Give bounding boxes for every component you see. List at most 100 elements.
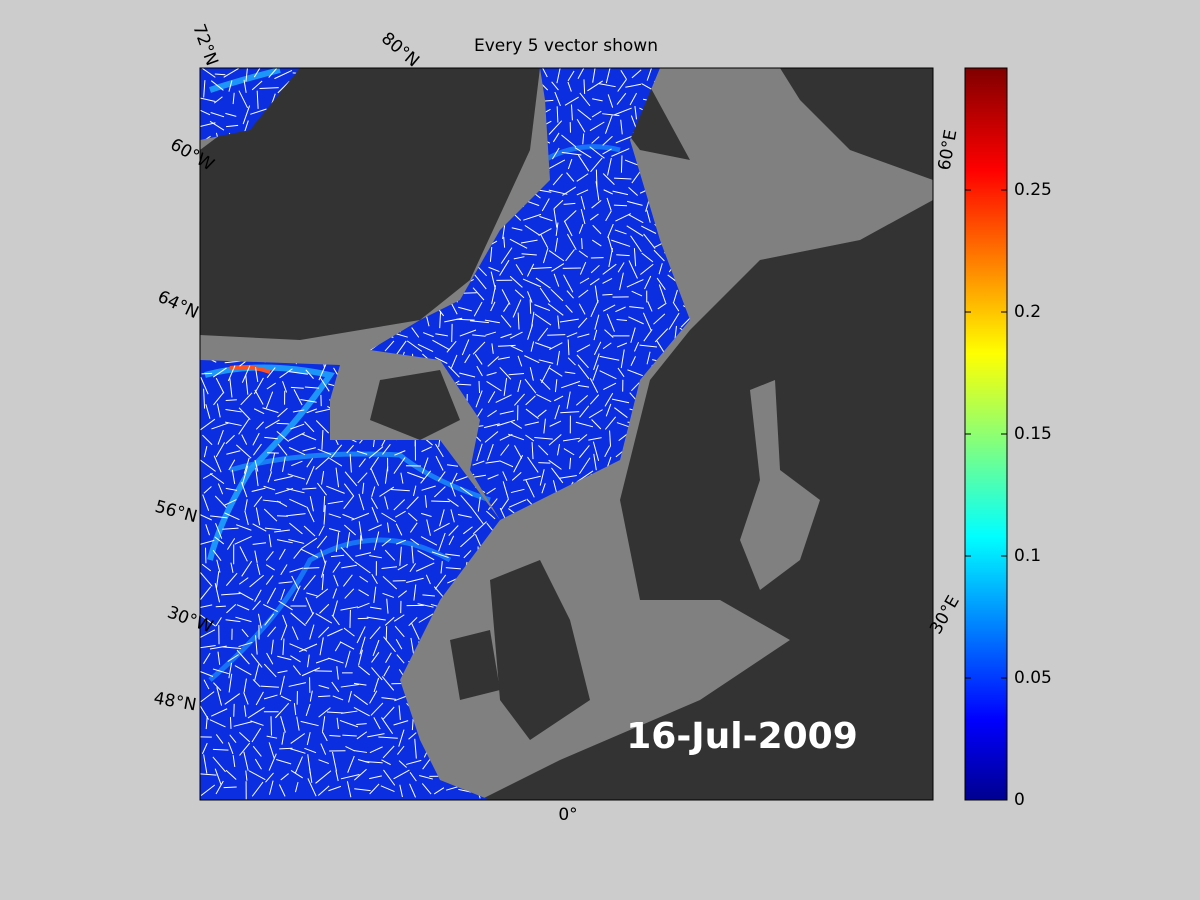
vector xyxy=(549,420,562,427)
vector xyxy=(653,313,666,325)
vector xyxy=(354,561,371,574)
vector xyxy=(451,472,458,485)
vector xyxy=(590,264,600,274)
vector xyxy=(255,421,264,430)
vector xyxy=(407,471,425,480)
vector xyxy=(356,450,368,455)
vector xyxy=(384,340,395,352)
vector xyxy=(373,586,377,604)
vector xyxy=(260,685,279,688)
vector xyxy=(602,173,615,185)
vector xyxy=(422,332,434,338)
vector xyxy=(357,472,368,484)
vector xyxy=(359,636,366,655)
vector xyxy=(200,629,216,639)
vector xyxy=(209,120,225,131)
vector xyxy=(541,68,548,78)
vector xyxy=(499,460,514,468)
vector xyxy=(369,746,383,754)
vector xyxy=(628,214,644,224)
vector xyxy=(439,509,445,527)
vector xyxy=(383,636,396,653)
vector xyxy=(309,624,315,640)
vector xyxy=(406,759,422,765)
vector xyxy=(591,199,602,209)
vector xyxy=(200,604,213,609)
vector xyxy=(576,394,589,406)
vector xyxy=(304,386,320,389)
vector xyxy=(302,487,317,490)
vector xyxy=(508,372,525,376)
vector xyxy=(579,277,590,284)
vector xyxy=(476,365,483,377)
vector xyxy=(589,213,599,221)
vector xyxy=(356,626,366,644)
vector xyxy=(535,277,551,289)
vector xyxy=(200,773,217,776)
vector xyxy=(532,266,552,269)
vector xyxy=(268,534,272,548)
vector xyxy=(463,526,473,535)
vector xyxy=(236,604,250,611)
vector xyxy=(217,429,224,445)
vector xyxy=(549,367,563,377)
vector xyxy=(383,769,396,786)
vector xyxy=(579,92,591,107)
vector xyxy=(276,539,293,544)
vector xyxy=(239,742,251,756)
vector xyxy=(255,507,261,526)
vector xyxy=(434,574,447,590)
vector xyxy=(607,157,612,176)
vector xyxy=(274,529,290,533)
vector xyxy=(327,628,343,637)
vector xyxy=(321,470,325,485)
vector xyxy=(589,278,600,286)
vector xyxy=(412,485,417,497)
vector xyxy=(534,436,553,440)
britain xyxy=(490,560,590,740)
vector xyxy=(265,575,274,585)
vector xyxy=(276,431,290,442)
vector xyxy=(576,173,589,182)
vector xyxy=(592,98,603,102)
vector xyxy=(268,742,275,759)
vector xyxy=(602,342,612,350)
vector xyxy=(631,69,642,79)
vector xyxy=(276,759,292,765)
vector xyxy=(397,590,408,598)
vector xyxy=(386,522,390,533)
vector xyxy=(254,664,260,681)
vector xyxy=(602,263,617,275)
vector xyxy=(646,68,652,81)
vector xyxy=(222,527,239,530)
vector xyxy=(309,496,314,512)
vector xyxy=(563,210,577,223)
vector xyxy=(613,177,632,180)
vector xyxy=(290,733,306,744)
vector xyxy=(517,379,522,393)
vector xyxy=(305,465,315,485)
vector xyxy=(472,287,485,301)
colorbar-tick-label: 0 xyxy=(1014,790,1025,810)
vector xyxy=(233,721,253,727)
vector xyxy=(576,344,591,353)
vector xyxy=(591,136,600,144)
vector xyxy=(244,510,249,526)
vector xyxy=(264,527,281,531)
vector xyxy=(258,613,262,629)
vector xyxy=(551,147,560,160)
vector xyxy=(656,277,666,290)
vector xyxy=(225,619,241,623)
vector xyxy=(303,525,316,537)
vector xyxy=(561,134,577,148)
vector xyxy=(490,301,496,312)
vector xyxy=(369,456,380,470)
vector xyxy=(252,542,267,545)
vector xyxy=(266,735,278,739)
vector xyxy=(646,210,651,223)
vector xyxy=(458,306,472,312)
vector xyxy=(265,551,274,561)
vector xyxy=(294,782,299,793)
vector xyxy=(346,532,351,549)
vector xyxy=(421,457,429,474)
